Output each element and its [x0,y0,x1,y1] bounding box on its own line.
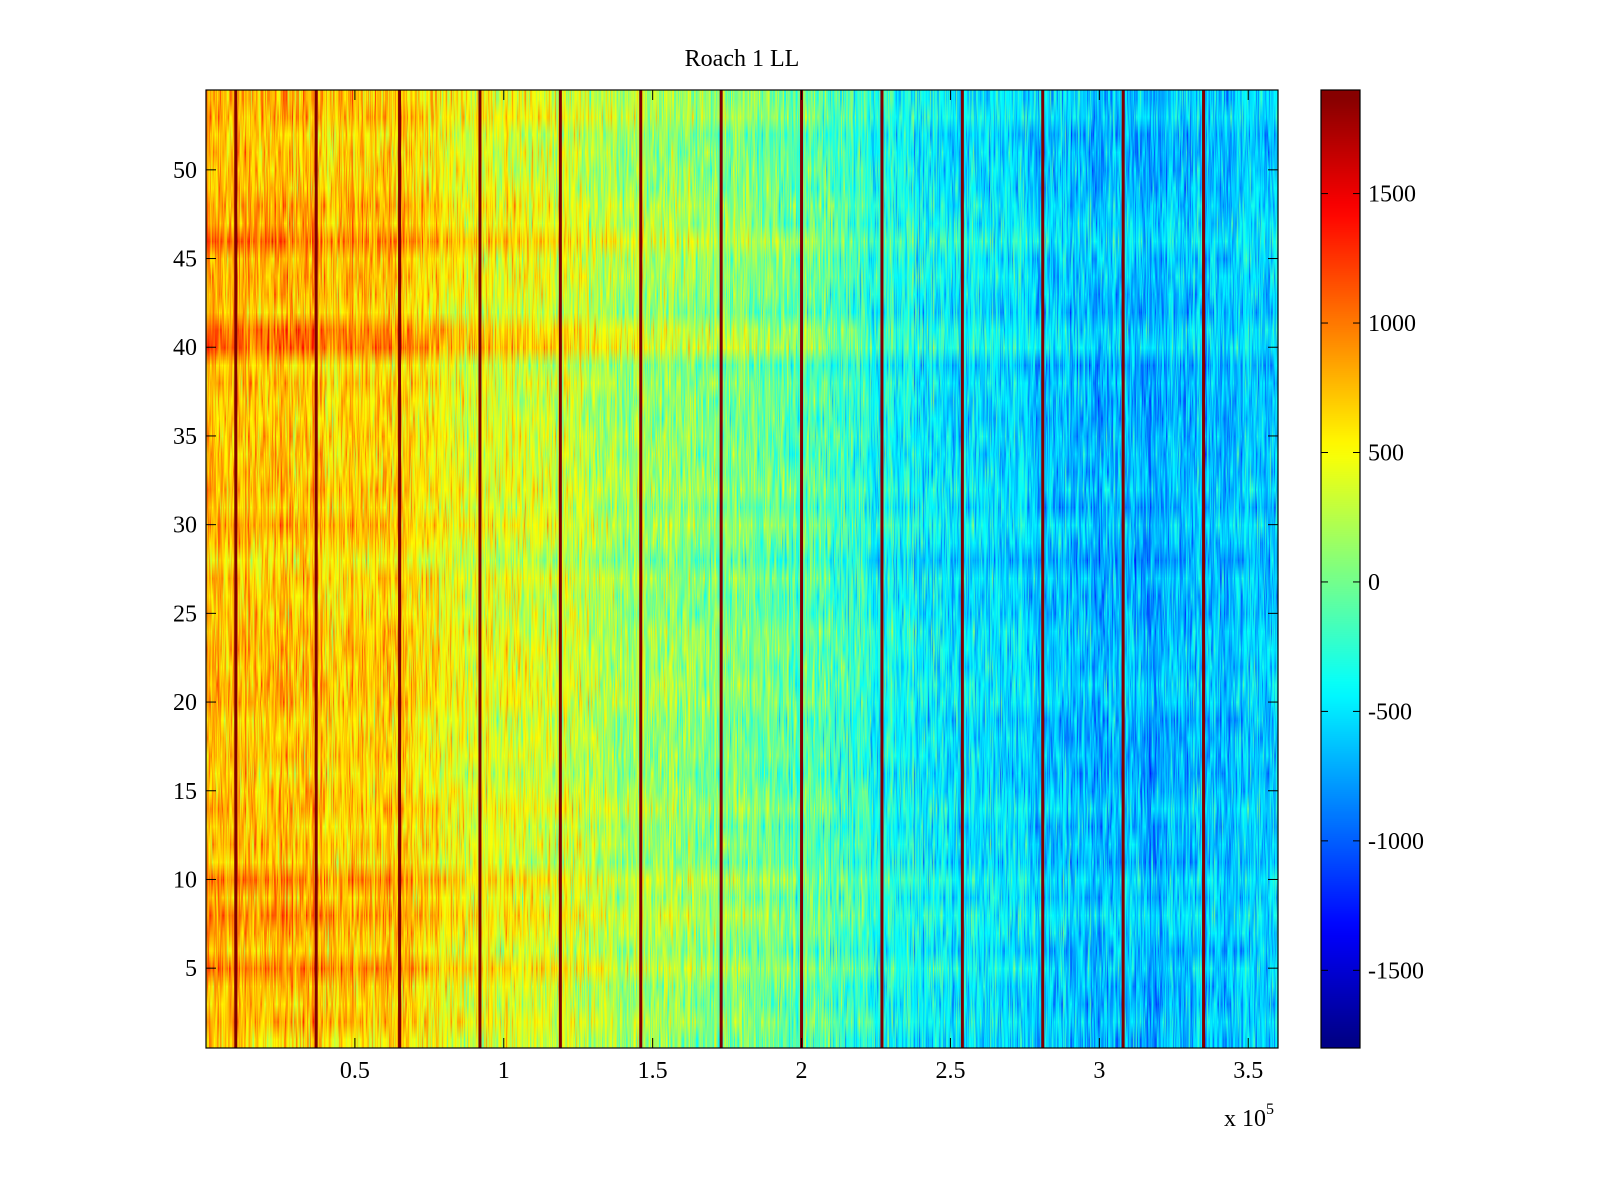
colorbar-tick-label-3: 0 [1368,570,1380,596]
x-tick-label-5: 3 [1093,1058,1105,1084]
colorbar-frame [1320,89,1361,1049]
colorbar-tick-label-5: -1000 [1368,829,1424,855]
x-axis: 0.5 1 1.5 2 2.5 3 3.5 [340,90,1263,1084]
y-tick-label-8: 45 [173,247,197,273]
x-tick-label-1: 1 [498,1058,510,1084]
x-tick-label-4: 2.5 [935,1058,965,1084]
colorbar-axis: 1500 1000 500 0 -500 -1000 -1500 [1321,182,1424,984]
y-tick-label-5: 30 [173,513,197,539]
y-tick-label-3: 20 [173,690,197,716]
vertical-lines [234,90,1206,1048]
colorbar-tick-label-4: -500 [1368,699,1412,725]
x-tick-label-2: 1.5 [638,1058,668,1084]
x-tick-label-6: 3.5 [1233,1058,1263,1084]
x-tick-label-3: 2 [796,1058,808,1084]
x-tick-label-0: 0.5 [340,1058,370,1084]
colorbar-image [1321,90,1360,1048]
colorbar-tick-label-6: -1500 [1368,958,1424,984]
x-exponent-base: x 10 [1224,1106,1266,1132]
chart-title: Roach 1 LL [685,46,800,72]
x-exponent-label: x 105 [1224,1101,1274,1132]
y-tick-label-2: 15 [173,779,197,805]
axes-frame [205,89,1279,1049]
y-tick-label-4: 25 [173,601,197,627]
colorbar-tick-label-1: 1000 [1368,311,1416,337]
y-tick-label-9: 50 [173,158,197,184]
x-exponent-power: 5 [1266,1101,1274,1118]
colorbar-tick-label-0: 1500 [1368,182,1416,208]
colorbar-tick-label-2: 500 [1368,440,1404,466]
y-tick-label-0: 5 [185,956,197,982]
y-tick-label-7: 40 [173,335,197,361]
heatmap-image [206,90,1278,1048]
y-axis: 5 10 15 20 25 30 35 40 45 50 [173,158,1278,982]
y-tick-label-1: 10 [173,867,197,893]
y-tick-label-6: 35 [173,424,197,450]
